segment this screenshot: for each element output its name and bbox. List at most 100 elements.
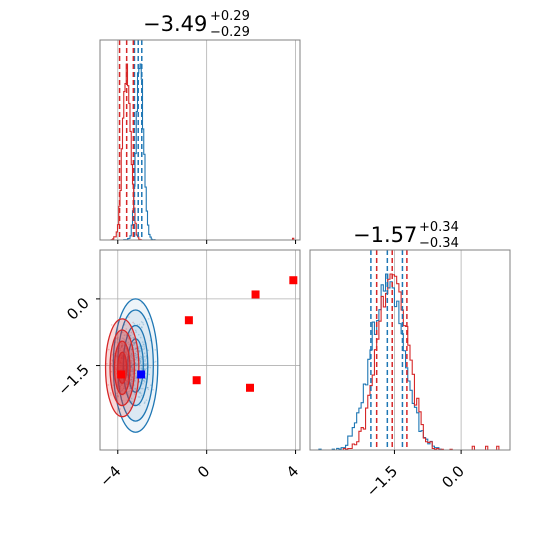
sample-point — [128, 343, 130, 346]
y-tick-label: −1.5 — [54, 361, 92, 399]
sample-point — [143, 347, 146, 350]
sample-point — [130, 364, 133, 367]
blue-square-marker — [137, 370, 146, 379]
sample-point — [123, 338, 125, 341]
sample-point — [122, 331, 124, 334]
sample-point — [140, 321, 143, 323]
sample-point — [133, 342, 135, 345]
sample-point — [134, 348, 137, 350]
sample-point — [135, 348, 137, 350]
sample-point — [131, 368, 134, 371]
sample-point — [126, 381, 129, 383]
sample-point — [135, 364, 138, 367]
sample-point — [115, 355, 118, 358]
sample-point — [122, 387, 125, 389]
sample-point — [140, 387, 142, 390]
sample-point — [149, 366, 152, 369]
sample-point — [121, 344, 123, 347]
sample-point — [134, 358, 137, 361]
sample-point — [144, 365, 146, 367]
sample-point — [142, 348, 144, 351]
sample-point — [119, 385, 121, 387]
sample-point — [131, 354, 134, 356]
sample-point — [120, 346, 123, 349]
sample-point — [139, 336, 142, 339]
sample-point — [130, 359, 133, 362]
sample-point — [143, 402, 146, 405]
red-square-marker — [184, 316, 193, 325]
sample-point — [131, 352, 133, 355]
sample-point — [140, 355, 142, 358]
joint-frame — [99, 249, 301, 451]
sample-point — [144, 368, 146, 371]
sample-point — [147, 349, 149, 352]
x-tick-label: 0 — [194, 462, 213, 481]
red-square-marker — [192, 376, 201, 385]
sample-point — [147, 388, 150, 391]
sample-point — [136, 363, 138, 365]
sample-point — [146, 386, 149, 389]
sample-point — [115, 366, 117, 369]
sample-point — [130, 397, 133, 400]
sample-point — [138, 392, 141, 394]
sample-point — [130, 348, 133, 351]
sample-point — [130, 365, 133, 367]
sample-point — [117, 336, 119, 339]
sample-point — [154, 349, 157, 351]
sample-point — [138, 349, 140, 352]
sample-point — [141, 356, 143, 359]
title-1-sub: −0.29 — [210, 25, 250, 40]
sample-point — [143, 367, 146, 370]
x-tick-label: 0.0 — [438, 462, 468, 492]
sample-point — [123, 334, 126, 337]
sample-point — [125, 353, 128, 355]
sample-point — [117, 394, 119, 397]
sample-point — [121, 346, 123, 348]
sample-point — [141, 341, 144, 343]
sample-point — [135, 377, 137, 379]
sample-point — [145, 399, 148, 401]
histogram-param-1 — [99, 39, 301, 244]
sample-point — [135, 363, 137, 366]
x-tick-label: −4 — [96, 462, 124, 490]
sample-point — [140, 364, 143, 366]
sample-point — [125, 383, 128, 385]
sample-point — [115, 392, 118, 395]
x-tick-label: 4 — [283, 462, 302, 481]
sample-point — [115, 368, 117, 371]
sample-point — [139, 404, 141, 407]
title-2-sup: +0.34 — [419, 220, 459, 235]
sample-point — [116, 338, 119, 341]
sample-point — [135, 369, 137, 371]
sample-point — [109, 392, 112, 394]
sample-point — [129, 387, 131, 390]
sample-point — [130, 365, 133, 367]
sample-point — [135, 356, 137, 359]
sample-point — [132, 344, 135, 347]
sample-point — [131, 357, 134, 360]
sample-point — [143, 346, 145, 348]
sample-point — [134, 354, 137, 357]
sample-point — [125, 347, 128, 350]
red-square-marker — [289, 276, 298, 285]
sample-point — [119, 388, 122, 390]
sample-point — [137, 396, 140, 398]
sample-point — [126, 376, 128, 379]
sample-point — [130, 366, 133, 368]
sample-point — [121, 345, 123, 348]
sample-point — [120, 345, 123, 347]
red-contours — [104, 318, 140, 418]
sample-point — [116, 354, 118, 357]
hist1-red-series — [100, 63, 300, 241]
sample-point — [130, 366, 133, 369]
blue-contours — [112, 298, 159, 433]
sample-point — [136, 355, 139, 358]
sample-point — [130, 353, 133, 356]
sample-point — [119, 387, 122, 389]
sample-point — [117, 395, 120, 398]
sample-point — [120, 383, 122, 386]
sample-point — [130, 331, 133, 334]
sample-point — [147, 318, 150, 320]
sample-point — [140, 367, 143, 370]
sample-point — [121, 343, 124, 345]
